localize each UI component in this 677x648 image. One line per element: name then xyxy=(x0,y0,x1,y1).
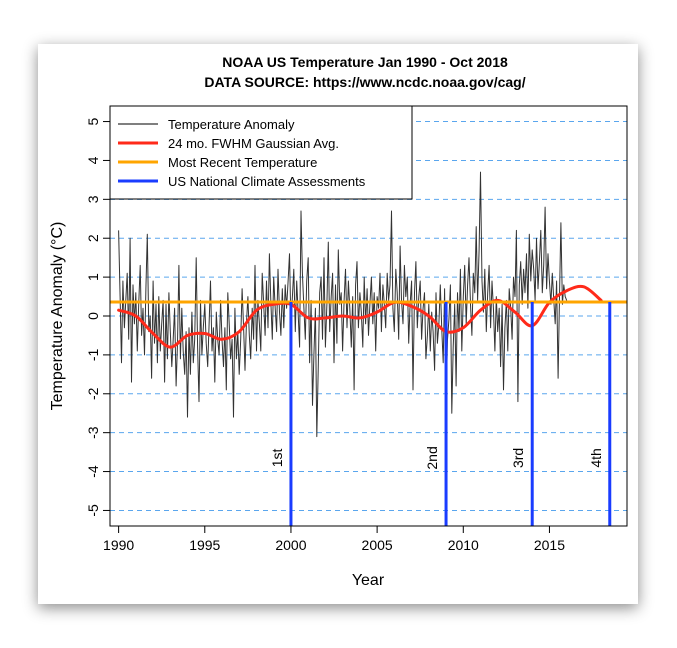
x-tick-label: 2015 xyxy=(534,537,565,553)
series-gaussian-avg xyxy=(117,284,603,349)
y-tick-label: 1 xyxy=(85,273,101,281)
y-tick-label: -1 xyxy=(85,348,101,361)
x-tick-label: 2000 xyxy=(275,537,306,553)
legend: Temperature Anomaly 24 mo. FWHM Gaussian… xyxy=(109,105,413,200)
x-axis-label: Year xyxy=(352,572,385,589)
assessment-label: 2nd xyxy=(424,446,440,469)
gaussian-avg-curve xyxy=(117,284,603,349)
legend-box xyxy=(109,105,413,200)
y-tick-label: -2 xyxy=(85,387,101,400)
y-tick-label: 3 xyxy=(85,195,101,203)
assessment-label: 1st xyxy=(269,449,285,468)
y-tick-label: -3 xyxy=(85,426,101,439)
legend-label-recent: Most Recent Temperature xyxy=(168,155,317,170)
chart-subtitle: DATA SOURCE: https://www.ncdc.noaa.gov/c… xyxy=(204,74,525,90)
y-tick-label: 2 xyxy=(85,234,101,242)
legend-label-assessments: US National Climate Assessments xyxy=(168,174,366,189)
y-axis-label: Temperature Anomaly (°C) xyxy=(49,222,66,411)
y-tick-label: 0 xyxy=(85,312,101,320)
assessment-label: 3rd xyxy=(510,448,526,468)
chart-card: NOAA US Temperature Jan 1990 - Oct 2018 … xyxy=(38,44,638,604)
y-tick-label: 5 xyxy=(85,117,101,125)
series-temperature-anomaly xyxy=(118,171,568,438)
chart: NOAA US Temperature Jan 1990 - Oct 2018 … xyxy=(49,54,628,589)
y-tick-label: 4 xyxy=(85,156,101,164)
x-tick-label: 1995 xyxy=(189,537,220,553)
legend-label-anomaly: Temperature Anomaly xyxy=(168,117,295,132)
climate-assessment-markers: 1st 2nd 3rd 4th xyxy=(269,302,612,526)
x-tick-label: 1990 xyxy=(103,537,134,553)
x-tick-label: 2010 xyxy=(448,537,479,553)
x-axis: 1990 1995 2000 2005 2010 2015 xyxy=(103,526,565,553)
anomaly-line xyxy=(118,171,568,438)
chart-title: NOAA US Temperature Jan 1990 - Oct 2018 xyxy=(222,54,508,70)
y-tick-label: -4 xyxy=(85,465,101,478)
legend-label-gaussian: 24 mo. FWHM Gaussian Avg. xyxy=(168,136,339,151)
assessment-label: 4th xyxy=(588,448,604,467)
y-axis: 5 4 3 2 1 0 -1 -2 -3 -4 -5 xyxy=(85,117,110,517)
x-tick-label: 2005 xyxy=(362,537,393,553)
y-tick-label: -5 xyxy=(85,504,101,517)
